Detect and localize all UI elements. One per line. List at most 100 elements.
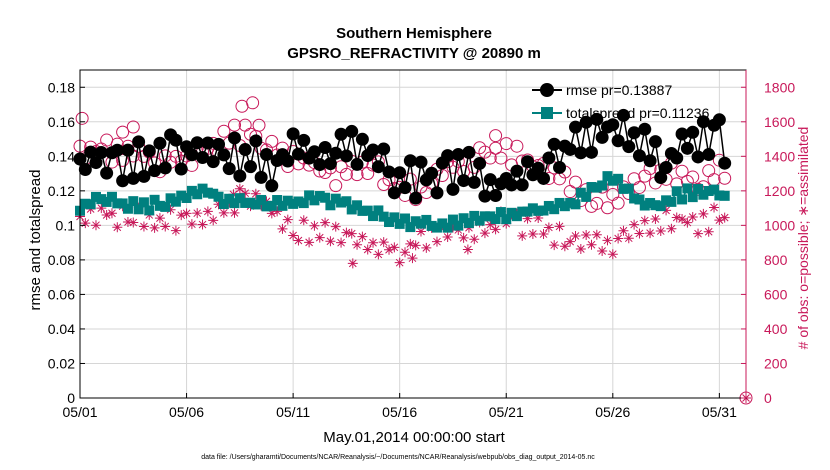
rmse-point bbox=[648, 135, 662, 149]
rmse-point bbox=[670, 151, 684, 165]
rmse-point bbox=[84, 145, 98, 159]
totalspread-point bbox=[517, 206, 528, 217]
x-axis-label: May.01,2014 00:00:00 start bbox=[323, 429, 505, 446]
series-assimilated bbox=[75, 183, 751, 403]
totalspread-point bbox=[533, 205, 544, 216]
assimilated-obs-point bbox=[405, 238, 416, 249]
possible-obs-point bbox=[510, 139, 524, 153]
y2-tick-label: 800 bbox=[764, 252, 788, 268]
rmse-point bbox=[382, 165, 396, 179]
possible-obs-point bbox=[217, 124, 231, 138]
assimilated-obs-point bbox=[554, 221, 565, 232]
totalspread-point bbox=[506, 207, 517, 218]
rmse-point bbox=[393, 166, 407, 180]
assimilated-obs-point bbox=[304, 237, 315, 248]
assimilated-obs-point bbox=[357, 231, 368, 242]
totalspread-point bbox=[538, 205, 549, 216]
y-tick-label: 0.08 bbox=[48, 252, 75, 268]
rmse-point bbox=[457, 174, 471, 188]
possible-obs-point bbox=[569, 175, 583, 189]
assimilated-obs-point bbox=[629, 219, 640, 230]
totalspread-point bbox=[176, 190, 187, 201]
totalspread-point bbox=[90, 191, 101, 202]
rmse-point bbox=[590, 112, 604, 126]
totalspread-point bbox=[437, 218, 448, 229]
rmse-point bbox=[569, 120, 583, 134]
assimilated-obs-point bbox=[266, 208, 277, 219]
y2-tick-label: 0 bbox=[764, 390, 772, 406]
totalspread-point bbox=[661, 195, 672, 206]
assimilated-obs-point bbox=[320, 217, 331, 228]
assimilated-obs-point bbox=[661, 205, 672, 216]
totalspread-point bbox=[208, 188, 219, 199]
assimilated-obs-point bbox=[639, 215, 650, 226]
assimilated-obs-point bbox=[256, 200, 267, 211]
rmse-point bbox=[403, 154, 417, 168]
totalspread-point bbox=[138, 197, 149, 208]
rmse-point bbox=[89, 156, 103, 170]
rmse-point bbox=[222, 162, 236, 176]
totalspread-point bbox=[522, 206, 533, 217]
rmse-point bbox=[238, 143, 252, 157]
totalspread-point bbox=[186, 185, 197, 196]
rmse-point bbox=[696, 115, 710, 129]
y-axis-label: rmse and totalspread bbox=[27, 170, 44, 311]
rmse-point bbox=[297, 133, 311, 147]
assimilated-obs-point bbox=[522, 213, 533, 224]
totalspread-point bbox=[96, 194, 107, 205]
assimilated-obs-point bbox=[671, 212, 682, 223]
totalspread-point bbox=[325, 200, 336, 211]
possible-obs-point bbox=[126, 120, 140, 134]
totalspread-point bbox=[128, 196, 139, 207]
assimilated-obs-point bbox=[479, 228, 490, 239]
assimilated-obs-point bbox=[655, 226, 666, 237]
totalspread-point bbox=[650, 200, 661, 211]
x-tick-label: 05/11 bbox=[276, 404, 310, 420]
rmse-point bbox=[595, 130, 609, 144]
x-tick-label: 05/16 bbox=[382, 404, 417, 420]
assimilated-obs-point bbox=[261, 196, 272, 207]
y-tick-label: 0.18 bbox=[48, 79, 75, 95]
rmse-point bbox=[265, 179, 279, 193]
assimilated-obs-point bbox=[543, 222, 554, 233]
totalspread-point bbox=[298, 198, 309, 209]
possible-obs-point bbox=[686, 170, 700, 184]
assimilated-obs-point bbox=[341, 227, 352, 238]
totalspread-point bbox=[229, 198, 240, 209]
assimilated-obs-point bbox=[288, 230, 299, 241]
assimilated-obs-point bbox=[462, 244, 473, 255]
possible-obs-point bbox=[329, 179, 343, 193]
rmse-point bbox=[307, 145, 321, 159]
assimilated-obs-point bbox=[112, 222, 123, 233]
rmse-point bbox=[691, 150, 705, 164]
assimilated-obs-point bbox=[389, 242, 400, 253]
assimilated-obs-point bbox=[96, 203, 107, 214]
rmse-point bbox=[584, 145, 598, 159]
assimilated-obs-point bbox=[170, 225, 181, 236]
rmse-point bbox=[680, 141, 694, 155]
assimilated-obs-point bbox=[538, 229, 549, 240]
legend-rmse-marker bbox=[540, 83, 554, 97]
totalspread-point bbox=[671, 186, 682, 197]
y-tick-label: 0 bbox=[67, 390, 75, 406]
assimilated-obs-point bbox=[272, 206, 283, 217]
totalspread-point bbox=[277, 200, 288, 211]
rmse-point bbox=[702, 148, 716, 162]
rmse-point bbox=[110, 143, 124, 157]
rmse-point bbox=[153, 136, 167, 150]
assimilated-obs-point bbox=[714, 215, 725, 226]
rmse-point bbox=[537, 171, 551, 185]
totalspread-point bbox=[133, 204, 144, 215]
possible-obs-point bbox=[718, 171, 732, 185]
possible-obs-point bbox=[339, 167, 353, 181]
totalspread-point bbox=[197, 183, 208, 194]
footer-data-file: data file: /Users/gharamti/Documents/NCA… bbox=[201, 454, 595, 461]
totalspread-point bbox=[421, 214, 432, 225]
x-tick-label: 05/31 bbox=[702, 404, 737, 420]
rmse-point bbox=[627, 126, 641, 140]
rmse-point bbox=[185, 148, 199, 162]
totalspread-point bbox=[469, 210, 480, 221]
assimilated-obs-point bbox=[527, 229, 538, 240]
y-axis-left: 0 0.02 0.04 0.06 0.08 0.1 0.12 0.14 0.16 0.18 bbox=[48, 79, 85, 406]
totalspread-point bbox=[458, 213, 469, 224]
